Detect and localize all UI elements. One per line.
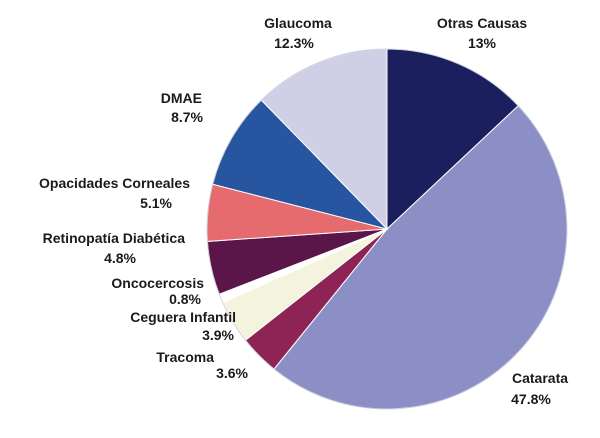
slice-label-otras-causas: Otras Causas bbox=[437, 15, 527, 31]
slice-value-ceguera-infantil: 3.9% bbox=[202, 327, 234, 343]
slice-label-ceguera-infantil: Ceguera Infantil bbox=[130, 309, 236, 325]
slice-value-opacidades-corneales: 5.1% bbox=[140, 195, 172, 211]
slice-label-catarata: Catarata bbox=[512, 370, 568, 386]
pie-rim bbox=[206, 48, 568, 410]
slice-label-retinopatia-diabetica: Retinopatía Diabética bbox=[43, 230, 186, 246]
slice-label-oncocercosis: Oncocercosis bbox=[111, 275, 204, 291]
slice-label-dmae: DMAE bbox=[161, 90, 202, 106]
slice-value-otras-causas: 13% bbox=[468, 35, 497, 51]
pie-labels: Otras Causas 13% Catarata 47.8% Tracoma … bbox=[39, 15, 568, 407]
slice-value-glaucoma: 12.3% bbox=[274, 35, 314, 51]
slice-value-oncocercosis: 0.8% bbox=[169, 291, 201, 307]
slice-label-glaucoma: Glaucoma bbox=[264, 15, 332, 31]
slice-label-tracoma: Tracoma bbox=[156, 349, 214, 365]
slice-value-catarata: 47.8% bbox=[511, 391, 551, 407]
slice-value-retinopatia-diabetica: 4.8% bbox=[104, 250, 136, 266]
slice-label-opacidades-corneales: Opacidades Corneales bbox=[39, 175, 190, 191]
slice-value-tracoma: 3.6% bbox=[216, 365, 248, 381]
pie-slices bbox=[206, 48, 568, 410]
slice-value-dmae: 8.7% bbox=[171, 109, 203, 125]
